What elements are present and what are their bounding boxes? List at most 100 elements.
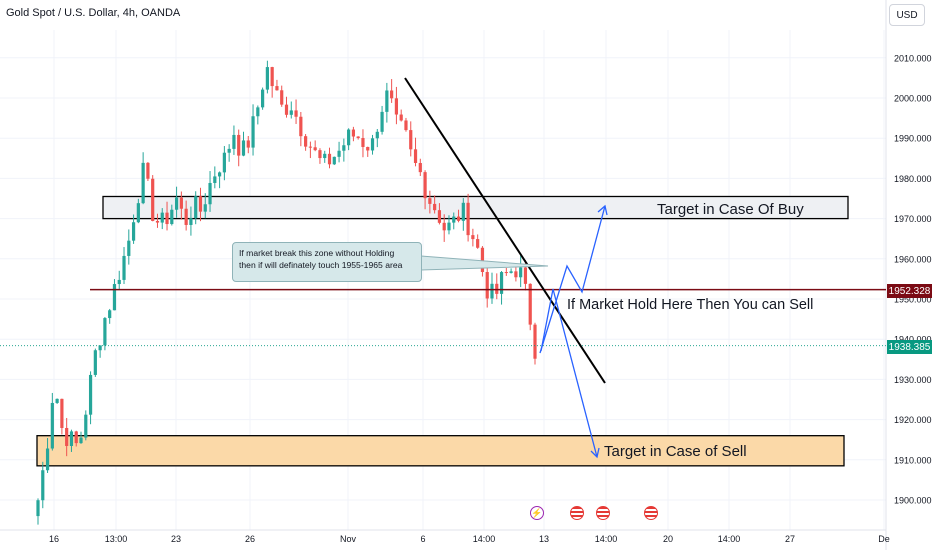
candle-body [65,427,69,446]
candle-body [36,500,40,517]
us-flag-icon[interactable] [644,506,658,520]
candle-body [108,310,112,319]
candle-body [423,172,427,199]
hold-sell-label: If Market Hold Here Then You can Sell [567,297,814,313]
candle-body [79,437,83,444]
candle-body [308,146,312,148]
candle-body [88,374,93,415]
candle-body [337,150,341,157]
candle-body [327,153,332,165]
candle-body [69,431,74,446]
note-line-1: If market break this zone without Holdin… [239,248,395,258]
candle-body [370,138,375,151]
candle-body [294,110,298,117]
candle-body [523,267,528,284]
candle-body [198,196,203,212]
last-price-tag: 1938.385 [887,340,932,354]
candle-body [366,146,370,151]
candle-body [356,136,360,139]
note-line-2: then if will definately touch 1955-1965 … [239,260,403,270]
candle-body [227,148,231,153]
y-tick-label: 1910.000 [894,455,932,465]
candle-body [131,222,136,241]
y-tick-label: 1970.000 [894,214,932,224]
candle-body [146,162,150,179]
drawings [0,77,886,459]
candle-body [203,204,207,212]
candle-body [332,156,336,165]
currency-button[interactable]: USD [889,4,925,26]
candle-body [347,129,351,146]
us-flag-icon[interactable] [570,506,584,520]
note-callout[interactable]: If market break this zone without Holdin… [232,242,422,282]
candle-body [461,202,465,221]
candle-body [103,318,107,346]
buy-target-label: Target in Case Of Buy [657,201,804,218]
candle-body [509,271,513,273]
sell-path-arrow [540,288,598,458]
candlestick-series [36,60,537,525]
candle-body [261,89,265,108]
candle-body [280,90,284,105]
candle-body [117,279,121,285]
candle-body [342,145,346,151]
target-zones [36,195,849,467]
candle-body [174,197,179,210]
lightning-icon[interactable]: ⚡ [530,506,544,520]
candle-body [299,116,303,137]
chart-grid [0,0,887,550]
candle-body [237,134,241,156]
candle-body [447,222,451,231]
candle-body [495,283,499,294]
buy-target-zone [102,195,849,220]
candle-body [50,402,54,449]
candle-body [442,222,446,231]
price-axis: 1900.000 1910.000 1920.000 1930.000 1940.000… [894,53,932,505]
candle-body [160,212,164,223]
candle-body [390,90,394,99]
y-tick-label: 1900.000 [894,496,932,506]
x-tick-label: 20 [663,534,673,544]
candle-body [213,176,217,183]
x-tick-label: 14:00 [718,534,741,544]
x-tick-label: Nov [340,534,357,544]
candle-body [256,107,260,117]
x-tick-label: 6 [420,534,425,544]
arrow-head [590,447,600,459]
candle-body [351,129,356,137]
candle-body [251,116,255,148]
candle-body [480,247,485,273]
us-flag-icon[interactable] [596,506,610,520]
x-tick-label: 27 [785,534,795,544]
candle-body [232,134,236,149]
candle-body [270,67,274,87]
arrow-head [597,204,608,216]
chart-title: Gold Spot / U.S. Dollar, 4h, OANDA [6,7,181,19]
candle-body [170,209,174,225]
y-tick-label: 1930.000 [894,375,932,385]
candle-body [127,240,131,256]
candle-body [413,149,418,163]
candle-body [84,414,88,438]
y-tick-label: 1940.000 [894,335,932,345]
candle-body [55,398,59,403]
x-tick-label: 23 [171,534,181,544]
candle-body [456,216,461,221]
candle-body [222,152,226,173]
candle-body [155,220,160,223]
candle-body [151,178,155,221]
y-tick-label: 2000.000 [894,94,932,104]
candle-body [136,203,140,223]
candle-body [394,98,399,115]
candle-body [409,130,413,150]
candle-body [433,203,437,211]
candle-body [528,283,532,325]
x-tick-label: De [878,534,890,544]
candle-body [514,271,518,278]
candle-body [452,216,456,223]
candle-body [323,153,327,159]
candle-body [265,67,269,90]
candle-body [122,255,126,280]
candle-body [246,140,250,148]
